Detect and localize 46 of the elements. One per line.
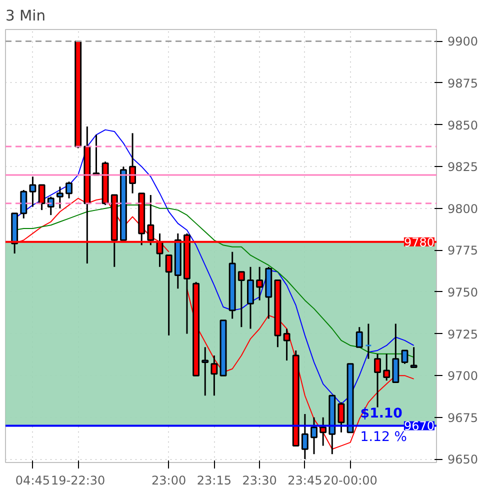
y-tick-label: 9750 <box>448 285 478 300</box>
y-tick-label: 9725 <box>448 327 478 342</box>
candlestick <box>338 402 345 434</box>
candlestick <box>364 322 372 360</box>
candlestick <box>383 353 390 382</box>
candlestick <box>29 176 36 208</box>
ref-line-label: 9670 <box>404 419 435 434</box>
candlestick <box>56 186 64 210</box>
candlestick <box>283 328 290 362</box>
candlestick <box>256 266 264 302</box>
annotation: $1.10 <box>360 406 402 422</box>
x-tick-label: 20-00:00 <box>323 474 378 488</box>
ref-line-label: 9780 <box>404 235 435 250</box>
candlestick <box>374 353 381 408</box>
candlestick <box>20 189 28 220</box>
chart-title: 3 Min <box>6 8 46 24</box>
candlestick <box>129 132 136 194</box>
candlestick <box>320 416 327 447</box>
x-tick-label: 23:30 <box>242 474 277 488</box>
x-tick-label: 23:15 <box>196 474 232 488</box>
candlestick <box>310 416 318 455</box>
x-tick-label: 19-22:30 <box>51 474 106 488</box>
candlestick <box>210 354 218 396</box>
candlestick <box>165 254 172 336</box>
candlestick <box>47 196 54 216</box>
candlestick <box>247 266 254 330</box>
x-tick-label: 04:45 <box>15 474 50 488</box>
y-tick-label: 9825 <box>448 160 478 174</box>
y-tick-label: 9675 <box>448 410 478 425</box>
candlestick <box>38 184 46 211</box>
y-tick-label: 9700 <box>448 369 478 384</box>
y-tick-label: 9775 <box>448 244 478 258</box>
candlestick <box>356 326 363 348</box>
x-tick-label: 23:00 <box>152 474 186 488</box>
candlestick <box>392 322 400 384</box>
candlestick <box>238 271 245 328</box>
y-tick-label: 9850 <box>448 118 478 132</box>
candlestick <box>202 346 209 396</box>
y-tick-label: 9900 <box>448 34 478 49</box>
y-tick-label: 9875 <box>448 76 478 90</box>
y-tick-label: 9650 <box>448 452 478 467</box>
candlestick <box>410 346 418 368</box>
x-tick-label: 23:45 <box>288 474 322 488</box>
candlestick <box>401 350 408 365</box>
candlestick <box>66 180 72 200</box>
y-tick-label: 9800 <box>448 202 478 216</box>
